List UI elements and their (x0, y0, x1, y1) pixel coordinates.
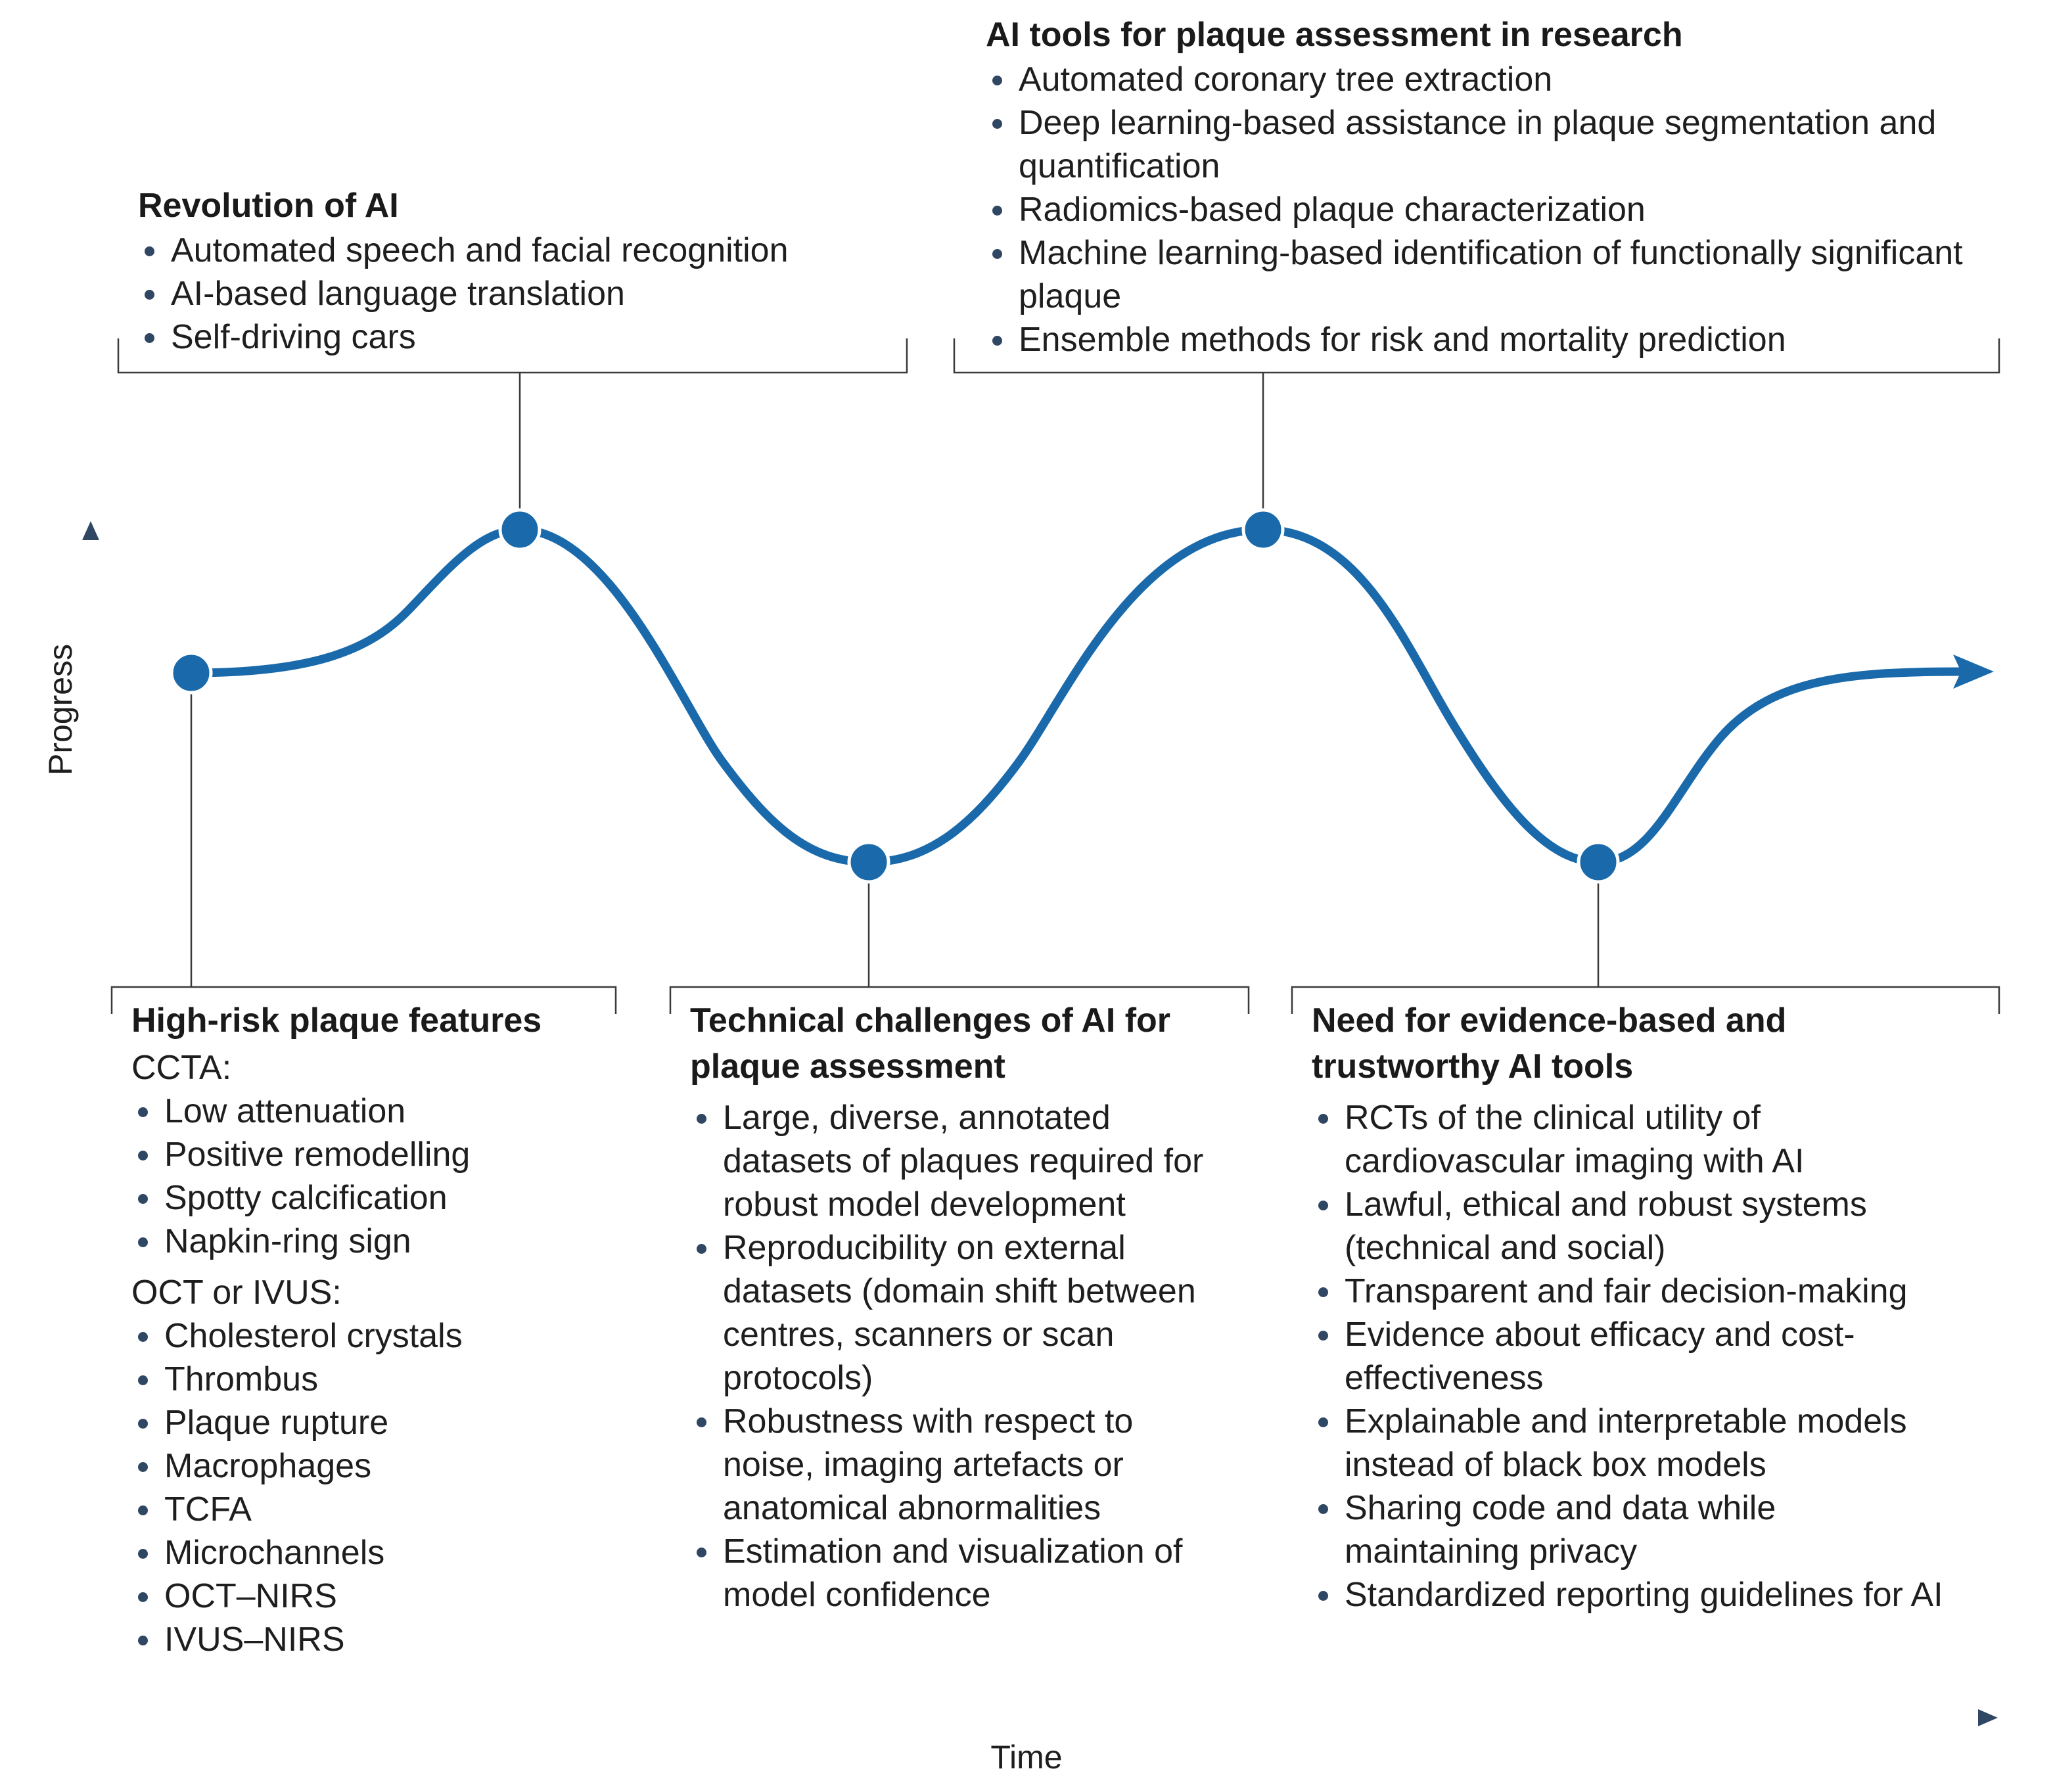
progress-curve (191, 530, 1965, 862)
x-axis-label: Time (961, 1737, 1092, 1777)
oct-list: Cholesterol crystals Thrombus Plaque rup… (131, 1314, 618, 1661)
list-item: Automated coronary tree extraction (986, 58, 2011, 101)
box-challenges-title: Technical challenges of AI for plaque as… (690, 998, 1229, 1090)
box-evidence-title: Need for evidence-based and trustworthy … (1312, 998, 1851, 1090)
box-research-tools-list: Automated coronary tree extraction Deep … (986, 58, 2011, 361)
list-item: Macrophages (131, 1444, 618, 1488)
list-item: TCFA (131, 1488, 618, 1531)
list-item: Microchannels (131, 1531, 618, 1574)
ccta-label: CCTA: (131, 1046, 618, 1090)
list-item: Robustness with respect to noise, imagin… (690, 1400, 1229, 1530)
list-item: Lawful, ethical and robust systems (tech… (1312, 1183, 1975, 1270)
box-challenges-list: Large, diverse, annotated datasets of pl… (690, 1096, 1229, 1617)
list-item: Automated speech and facial recognition (138, 229, 927, 272)
list-item: Sharing code and data while maintaining … (1312, 1486, 1910, 1573)
list-item: Explainable and interpretable models ins… (1312, 1400, 2002, 1486)
list-item: Cholesterol crystals (131, 1314, 618, 1358)
list-item: Large, diverse, annotated datasets of pl… (690, 1096, 1229, 1226)
list-item: Standardized reporting guidelines for AI (1312, 1573, 1975, 1617)
list-item: OCT–NIRS (131, 1574, 618, 1618)
list-item: Thrombus (131, 1358, 618, 1401)
y-axis-arrowhead (82, 521, 99, 540)
list-item: Machine learning-based identification of… (986, 231, 1965, 318)
y-axis-label: Progress (41, 644, 80, 775)
box-revolution: Revolution of AI Automated speech and fa… (138, 183, 927, 359)
box-evidence: Need for evidence-based and trustworthy … (1312, 998, 1995, 1617)
list-item: Evidence about efficacy and cost-effecti… (1312, 1313, 1910, 1400)
list-item: Radiomics-based plaque characterization (986, 188, 2011, 231)
list-item: Plaque rupture (131, 1401, 618, 1444)
list-item: AI-based language translation (138, 272, 927, 315)
list-item: Napkin-ring sign (131, 1220, 618, 1263)
list-item: Reproducibility on external datasets (do… (690, 1226, 1229, 1400)
list-item: Positive remodelling (131, 1133, 618, 1176)
list-item: Ensemble methods for risk and mortality … (986, 318, 2011, 361)
node-high-risk (172, 653, 211, 693)
list-item: Transparent and fair decision-making (1312, 1270, 1995, 1313)
box-high-risk: High-risk plaque features CCTA: Low atte… (131, 998, 618, 1661)
x-axis-arrowhead (1978, 1709, 1998, 1726)
box-research-tools-title: AI tools for plaque assessment in resear… (986, 12, 2011, 58)
list-item: Deep learning-based assistance in plaque… (986, 101, 1991, 188)
box-research-tools: AI tools for plaque assessment in resear… (986, 12, 2011, 361)
list-item: Spotty calcification (131, 1176, 618, 1220)
node-challenges (849, 842, 888, 882)
box-evidence-list: RCTs of the clinical utility of cardiova… (1312, 1096, 1995, 1617)
box-revolution-list: Automated speech and facial recognition … (138, 229, 927, 359)
node-research-tools (1243, 510, 1283, 549)
ccta-list: Low attenuation Positive remodelling Spo… (131, 1090, 618, 1263)
node-revolution (500, 510, 540, 549)
list-item: RCTs of the clinical utility of cardiova… (1312, 1096, 1910, 1183)
oct-label: OCT or IVUS: (131, 1271, 618, 1314)
list-item: IVUS–NIRS (131, 1618, 618, 1661)
box-high-risk-title: High-risk plaque features (131, 998, 618, 1044)
box-revolution-title: Revolution of AI (138, 183, 927, 229)
list-item: Self-driving cars (138, 315, 927, 359)
box-challenges: Technical challenges of AI for plaque as… (690, 998, 1229, 1617)
list-item: Low attenuation (131, 1090, 618, 1133)
node-evidence (1579, 842, 1618, 882)
list-item: Estimation and visualization of model co… (690, 1530, 1229, 1617)
